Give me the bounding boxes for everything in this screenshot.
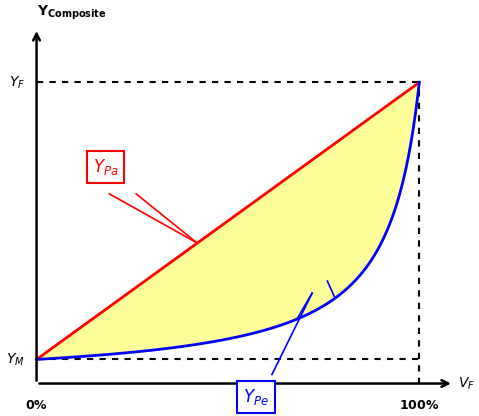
Text: $\mathbf{100\%}$: $\mathbf{100\%}$: [399, 399, 439, 411]
Text: $Y_M$: $Y_M$: [6, 351, 25, 368]
Text: $Y_F$: $Y_F$: [9, 74, 25, 91]
Text: $Y_{Pe}$: $Y_{Pe}$: [243, 387, 269, 407]
Text: $V_F$: $V_F$: [457, 375, 475, 392]
Text: $\mathbf{Y}_{\mathbf{Composite}}$: $\mathbf{Y}_{\mathbf{Composite}}$: [36, 4, 106, 22]
Text: $\mathbf{0\%}$: $\mathbf{0\%}$: [25, 399, 48, 411]
Text: $Y_{Pa}$: $Y_{Pa}$: [92, 157, 118, 177]
